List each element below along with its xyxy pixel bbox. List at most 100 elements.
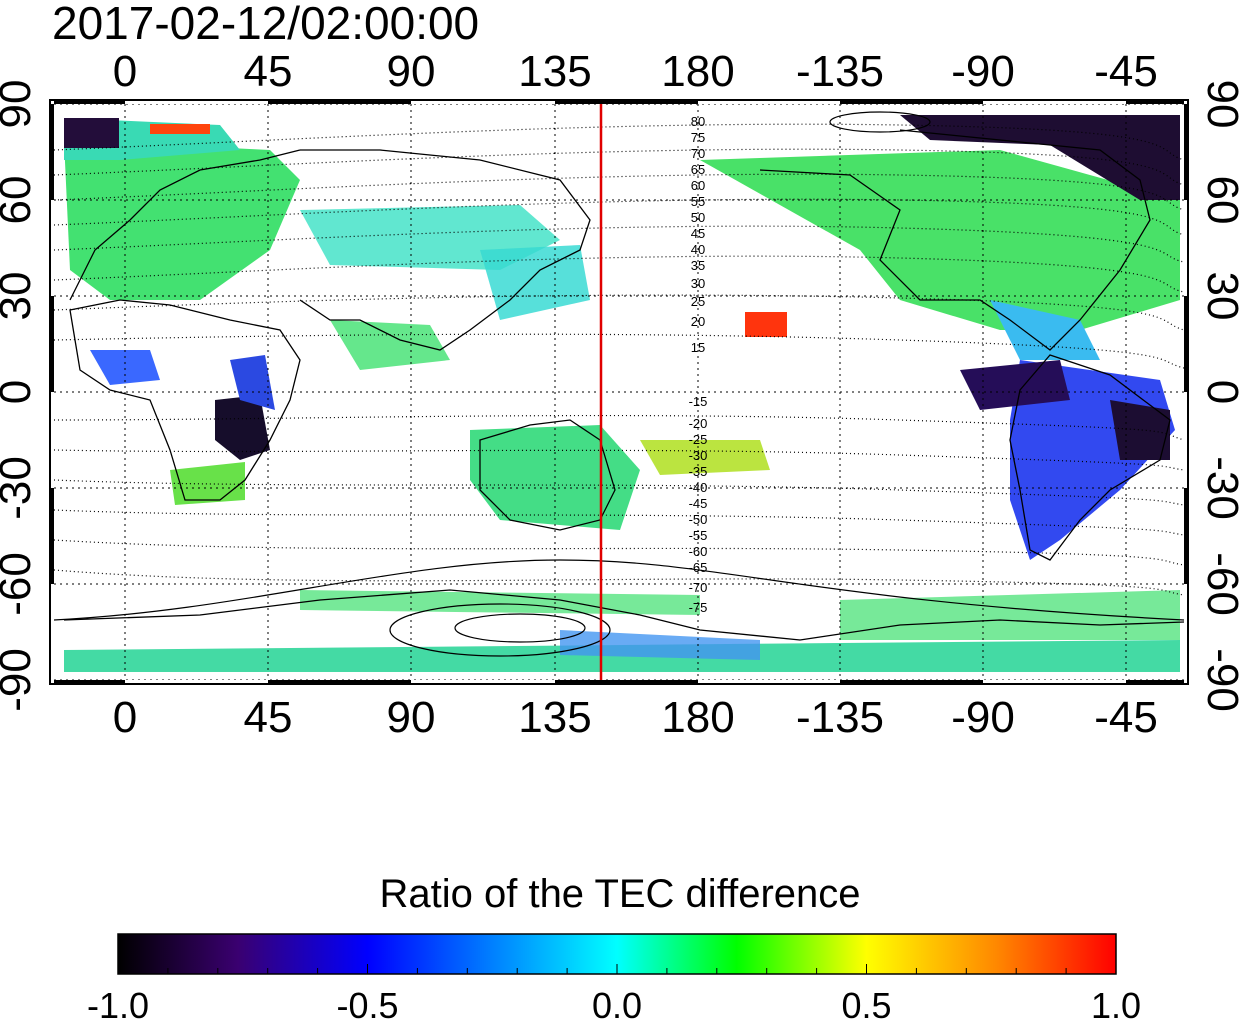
map-title: 2017-02-12/02:00:00 xyxy=(52,0,480,49)
lat-label-left: 90 xyxy=(0,80,40,129)
contour-label: 30 xyxy=(691,276,705,291)
contour-label: -50 xyxy=(689,512,708,527)
patch-europe xyxy=(64,140,300,300)
contour-label: -45 xyxy=(689,496,708,511)
lat-label-right: 90 xyxy=(1198,80,1240,129)
contour-label: 60 xyxy=(691,178,705,193)
lat-tick-labels-left: 90 60 30 0 -30 -60 -90 xyxy=(0,80,40,712)
coastlines xyxy=(63,129,1184,641)
lon-label-top: 90 xyxy=(387,47,436,96)
contour-label: -15 xyxy=(689,394,708,409)
contour-label: -65 xyxy=(689,560,708,575)
colorbar-label: -0.5 xyxy=(336,985,398,1024)
lat-label-right: -60 xyxy=(1198,552,1240,616)
lat-label-right: 0 xyxy=(1198,380,1240,404)
lon-label-top: -90 xyxy=(951,47,1015,96)
patch-arctic-red xyxy=(150,124,210,134)
lon-label-top: -45 xyxy=(1094,47,1158,96)
coast-africa xyxy=(69,299,301,501)
tec-data-patches xyxy=(64,115,1180,672)
lat-label-right: -90 xyxy=(1198,648,1240,712)
lon-label-bottom: 135 xyxy=(518,693,591,742)
contour-label: 15 xyxy=(691,340,705,355)
colorbar-label: 0.0 xyxy=(592,985,642,1024)
patch-greenland-dark xyxy=(900,115,1180,200)
contour-label: 55 xyxy=(691,194,705,209)
lon-tick-labels-bottom: 0 45 90 135 180 -135 -90 -45 xyxy=(113,693,1158,742)
contour-label: -70 xyxy=(689,580,708,595)
contour-label: -60 xyxy=(689,544,708,559)
contour-label: -40 xyxy=(689,480,708,495)
contour-label: -55 xyxy=(689,528,708,543)
lat-label-left: 0 xyxy=(0,380,40,404)
contour-label: 25 xyxy=(691,294,705,309)
colorbar-label: -1.0 xyxy=(87,985,149,1024)
lat-label-right: 30 xyxy=(1198,272,1240,321)
contour-label: 45 xyxy=(691,226,705,241)
contour-label: 65 xyxy=(691,162,705,177)
patch-hawaii-red xyxy=(745,312,787,337)
lat-label-right: 60 xyxy=(1198,176,1240,225)
patch-brazil-dark xyxy=(1110,400,1170,460)
patch-andes-dark xyxy=(960,360,1070,410)
lon-label-bottom: -135 xyxy=(796,693,884,742)
lon-label-bottom: -45 xyxy=(1094,693,1158,742)
contour-label: 75 xyxy=(691,130,705,145)
contour-label: 80 xyxy=(691,114,705,129)
contour-label: -35 xyxy=(689,464,708,479)
colorbar-label: 1.0 xyxy=(1091,985,1141,1024)
contour-label: 70 xyxy=(691,146,705,161)
coast-australia xyxy=(479,419,616,531)
contour-label: -20 xyxy=(689,416,708,431)
contour-labels-south: -15 -20-25-30-35-40-45-50-55-60-65 -70 -75 xyxy=(689,394,708,615)
lon-label-top: 0 xyxy=(113,47,137,96)
colorbar-tick-labels: -1.0 -0.5 0.0 0.5 1.0 xyxy=(87,985,1141,1024)
lon-label-top: 135 xyxy=(518,47,591,96)
contour-label: 40 xyxy=(691,242,705,257)
lat-tick-labels-right: 90 60 30 0 -30 -60 -90 xyxy=(1198,80,1240,712)
patch-north-america xyxy=(700,150,1180,330)
coast-south-america xyxy=(1009,354,1171,561)
patch-central-america xyxy=(990,300,1100,360)
contour-label: -30 xyxy=(689,448,708,463)
polar-contours xyxy=(54,111,1184,657)
lat-label-left: -90 xyxy=(0,648,40,712)
contour-label: -25 xyxy=(689,432,708,447)
coast-europe xyxy=(69,149,301,301)
coast-asia xyxy=(299,149,591,351)
frame-tick-bars xyxy=(50,100,1188,684)
lon-label-bottom: 90 xyxy=(387,693,436,742)
lat-label-right: -30 xyxy=(1198,456,1240,520)
colorbar-title: Ratio of the TEC difference xyxy=(379,872,861,916)
lon-label-top: 45 xyxy=(244,47,293,96)
contour-label: 20 xyxy=(691,314,705,329)
lat-label-left: 30 xyxy=(0,272,40,321)
patch-india xyxy=(330,320,450,370)
lon-label-bottom: 180 xyxy=(661,693,734,742)
patch-nz xyxy=(640,440,770,475)
patch-africa-blue xyxy=(230,355,275,410)
lat-label-left: -30 xyxy=(0,456,40,520)
lat-label-left: -60 xyxy=(0,552,40,616)
patch-africa-west xyxy=(90,350,160,385)
coast-antarctica xyxy=(63,589,1184,641)
lon-label-bottom: 0 xyxy=(113,693,137,742)
lon-label-bottom: -90 xyxy=(951,693,1015,742)
contour-label: 50 xyxy=(691,210,705,225)
lon-tick-labels-top: 0 45 90 135 180 -135 -90 -45 xyxy=(113,47,1158,96)
contour-label: 35 xyxy=(691,258,705,273)
contour-label: -75 xyxy=(689,600,708,615)
patch-arctic-dark xyxy=(64,118,119,148)
lon-label-top: -135 xyxy=(796,47,884,96)
lon-label-top: 180 xyxy=(661,47,734,96)
patch-africa-dark xyxy=(215,395,270,460)
lat-label-left: 60 xyxy=(0,176,40,225)
colorbar-ticks xyxy=(117,964,1117,974)
graticule xyxy=(54,104,1184,680)
coast-north-america xyxy=(759,129,1151,351)
lon-label-bottom: 45 xyxy=(244,693,293,742)
colorbar-label: 0.5 xyxy=(841,985,891,1024)
patch-south-ocean-east xyxy=(840,590,1180,640)
